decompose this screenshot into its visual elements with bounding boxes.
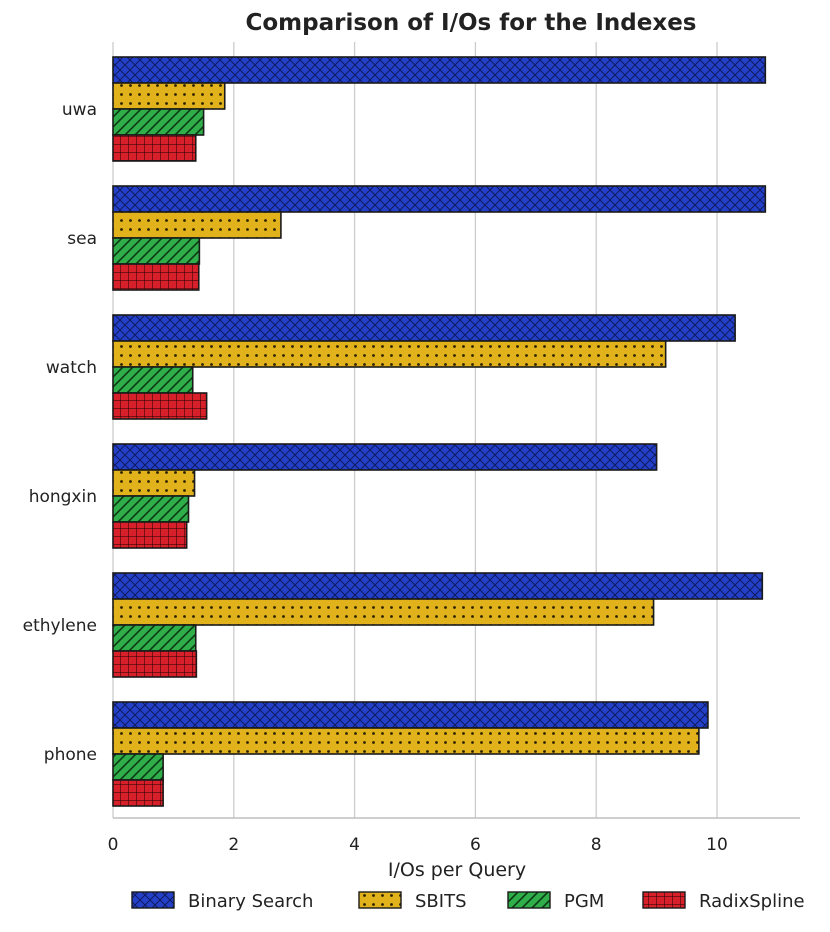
x-tick-label: 8 bbox=[591, 835, 602, 855]
y-tick-label: hongxin bbox=[29, 487, 97, 507]
bar-pgm-phone bbox=[112, 753, 164, 781]
grid-lines bbox=[112, 42, 718, 818]
bar-radixspline-ethylene bbox=[112, 650, 198, 678]
bar-sbits-hongxin bbox=[112, 469, 196, 497]
bar-sbits-ethylene bbox=[112, 598, 655, 626]
bar-sbits-uwa bbox=[112, 82, 226, 110]
x-tick-labels: 0 2 4 6 8 10 bbox=[108, 835, 728, 855]
bar-pgm-sea bbox=[112, 237, 201, 265]
legend-swatch-pgm bbox=[507, 891, 551, 909]
x-tick-label: 4 bbox=[349, 835, 360, 855]
x-axis-title: I/Os per Query bbox=[388, 859, 526, 881]
bar-binary-search-ethylene bbox=[112, 572, 764, 600]
y-tick-label: watch bbox=[46, 358, 97, 378]
legend-label: Binary Search bbox=[188, 891, 313, 912]
bar-radixspline-uwa bbox=[112, 134, 197, 162]
bar-radixspline-sea bbox=[112, 263, 200, 291]
legend: Binary Search SBITS PGM RadixSpline bbox=[131, 891, 805, 912]
x-tick-label: 6 bbox=[470, 835, 481, 855]
bar-radixspline-phone bbox=[112, 779, 164, 807]
bar-binary-search-phone bbox=[112, 701, 709, 729]
bars bbox=[112, 56, 767, 807]
legend-swatch-binary-search bbox=[131, 891, 175, 909]
bar-pgm-ethylene bbox=[112, 624, 197, 652]
bar-pgm-uwa bbox=[112, 108, 205, 136]
bar-binary-search-uwa bbox=[112, 56, 767, 84]
bar-sbits-phone bbox=[112, 727, 700, 755]
x-tick-label: 2 bbox=[228, 835, 239, 855]
y-tick-labels: uwa sea watch hongxin ethylene phone bbox=[23, 100, 97, 765]
legend-label: PGM bbox=[564, 891, 604, 912]
legend-swatch-radixspline bbox=[642, 891, 686, 909]
y-tick-label: sea bbox=[67, 229, 97, 249]
chart-title: Comparison of I/Os for the Indexes bbox=[245, 10, 696, 36]
x-tick-label: 10 bbox=[706, 835, 728, 855]
bar-pgm-hongxin bbox=[112, 495, 190, 523]
bar-radixspline-watch bbox=[112, 392, 208, 420]
bar-radixspline-hongxin bbox=[112, 521, 188, 549]
bar-binary-search-sea bbox=[112, 185, 767, 213]
bar-sbits-sea bbox=[112, 211, 282, 239]
legend-swatch-sbits bbox=[358, 891, 402, 909]
bar-pgm-watch bbox=[112, 366, 194, 394]
y-tick-label: ethylene bbox=[23, 616, 97, 636]
bar-binary-search-watch bbox=[112, 314, 736, 342]
x-tick-label: 0 bbox=[108, 835, 119, 855]
legend-label: SBITS bbox=[415, 891, 467, 912]
y-tick-label: uwa bbox=[62, 100, 97, 120]
y-tick-label: phone bbox=[44, 745, 97, 765]
bar-binary-search-hongxin bbox=[112, 443, 658, 471]
legend-label: RadixSpline bbox=[699, 891, 805, 912]
bar-sbits-watch bbox=[112, 340, 667, 368]
